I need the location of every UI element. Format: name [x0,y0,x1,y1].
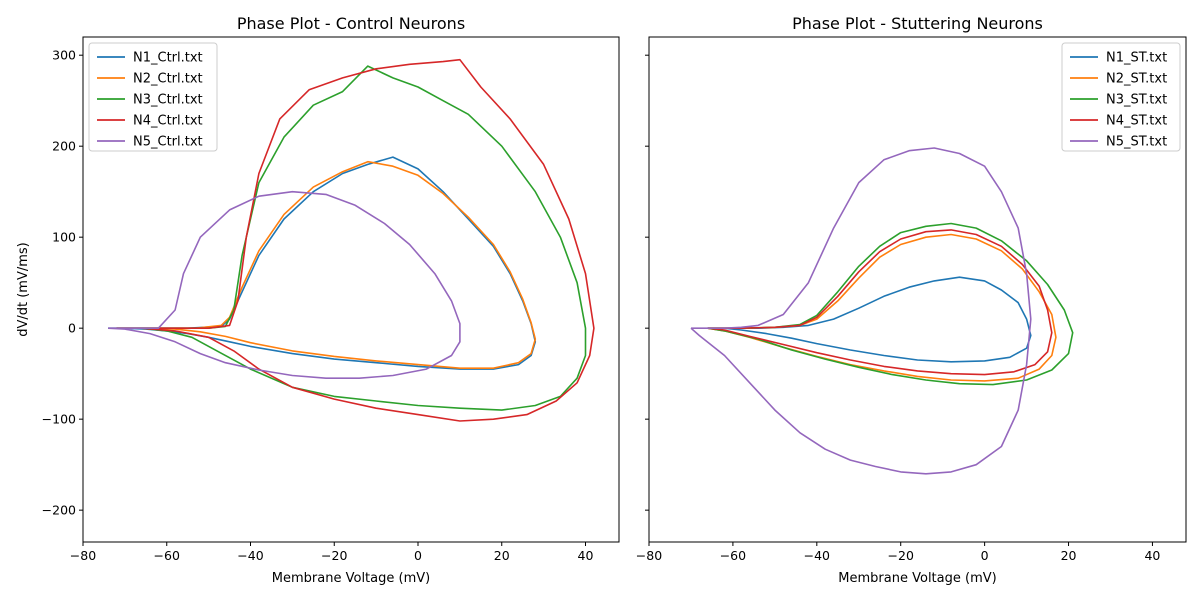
stuttering-panel: Phase Plot - Stuttering Neurons Membrane… [636,14,1187,586]
control-legend-entry: N5_Ctrl.txt [133,135,203,150]
control-x-tick-label: −80 [70,548,96,563]
control-legend-box [88,42,218,152]
stuttering-x-tick-label: −20 [888,548,914,563]
stuttering-axes-frame [648,36,1187,543]
stuttering-series-line-3 [707,222,1074,386]
control-legend-entry: N1_Ctrl.txt [133,51,203,66]
stuttering-x-tick-label: −80 [636,548,662,563]
stuttering-legend: N1_ST.txt N2_ST.txt N3_ST.txt N4_ST.txt N5_S… [1061,42,1181,152]
control-panel-title: Phase Plot - Control Neurons [237,14,465,33]
control-y-tick-label: −100 [42,412,76,427]
stuttering-series-line-4 [707,229,1053,376]
control-y-tick-label: 100 [52,230,76,245]
control-y-tick-label: 0 [68,321,76,336]
control-y-tick-label: −200 [42,503,76,518]
control-y-tick-label: 200 [52,139,76,154]
control-x-tick-label: 20 [494,548,510,563]
control-x-tick-label: −20 [321,548,347,563]
control-series-line-4 [116,58,595,422]
stuttering-series-line-1 [707,276,1032,363]
stuttering-series-line-5 [690,147,1032,475]
control-axes-frame [82,36,620,543]
control-y-tick-label: 300 [52,48,76,63]
control-x-tick-label: −60 [154,548,180,563]
stuttering-legend-entry: N5_ST.txt [1106,135,1167,150]
stuttering-x-axis-label: Membrane Voltage (mV) [838,571,996,586]
control-x-axis-label: Membrane Voltage (mV) [272,571,430,586]
control-legend-entry: N4_Ctrl.txt [133,114,203,129]
control-y-axis-label: dV/dt (mV/ms) [16,242,31,337]
control-series-line-2 [116,160,537,370]
stuttering-series-lines [690,147,1074,475]
stuttering-x-tick-label: −40 [804,548,830,563]
stuttering-ticks: −80 −60 −40 −20 0 20 40 [636,54,1160,563]
control-series-line-5 [108,190,461,380]
stuttering-x-tick-label: 20 [1061,548,1077,563]
stuttering-x-tick-label: 40 [1144,548,1160,563]
control-legend-entry: N3_Ctrl.txt [133,93,203,108]
stuttering-legend-entry: N1_ST.txt [1106,51,1167,66]
control-x-tick-label: 40 [578,548,594,563]
control-legend: N1_Ctrl.txt N2_Ctrl.txt N3_Ctrl.txt N4_Ctrl… [88,42,218,152]
control-x-tick-label: 0 [414,548,422,563]
stuttering-legend-box [1061,42,1181,152]
stuttering-legend-entry: N2_ST.txt [1106,72,1167,87]
control-panel: Phase Plot - Control Neurons Membrane Vo… [16,14,620,586]
control-x-tick-label: −40 [237,548,263,563]
stuttering-panel-title: Phase Plot - Stuttering Neurons [792,14,1043,33]
stuttering-x-tick-label: 0 [981,548,989,563]
control-series-lines [108,58,595,422]
stuttering-legend-entry: N4_ST.txt [1106,114,1167,129]
control-legend-entry: N2_Ctrl.txt [133,72,203,87]
stuttering-legend-entry: N3_ST.txt [1106,93,1167,108]
stuttering-x-tick-label: −60 [720,548,746,563]
